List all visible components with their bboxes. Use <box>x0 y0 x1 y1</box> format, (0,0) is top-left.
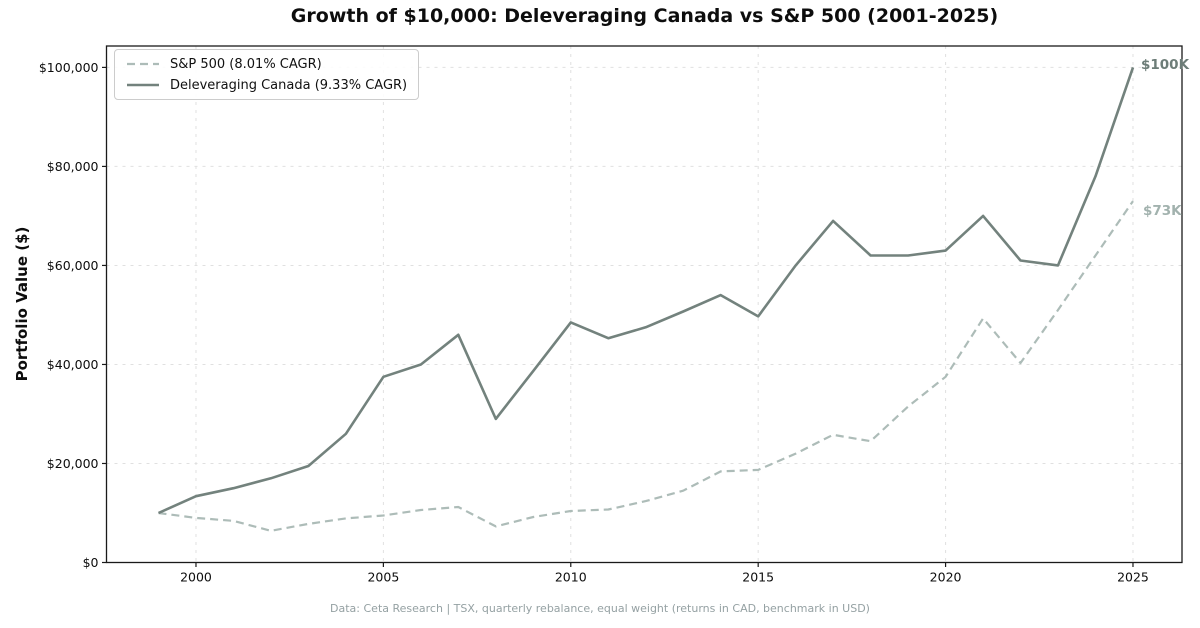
y-tick-label: $0 <box>83 555 99 570</box>
legend-item-sp500: S&P 500 (8.01% CAGR) <box>126 56 407 72</box>
y-axis-label: Portfolio Value ($) <box>13 226 31 382</box>
legend-item-deleveraging-canada: Deleveraging Canada (9.33% CAGR) <box>126 77 407 93</box>
y-tick-label: $20,000 <box>47 456 99 471</box>
sp500-dashed-line-sample <box>127 62 159 66</box>
legend-label-deleveraging-canada: Deleveraging Canada (9.33% CAGR) <box>170 77 408 93</box>
y-tick-label: $100,000 <box>39 60 99 75</box>
legend: S&P 500 (8.01% CAGR) Deleveraging Canada… <box>114 49 420 100</box>
end-value-label-sp500: $73K <box>1143 203 1182 219</box>
plot-border <box>105 45 1183 564</box>
end-value-label-deleveraging-canada: $100K <box>1141 57 1190 73</box>
x-tick-label: 2015 <box>742 570 774 585</box>
data-source-caption: Data: Ceta Research | TSX, quarterly reb… <box>330 602 870 615</box>
series-line-sp500 <box>158 200 1134 532</box>
x-tick-label: 2000 <box>180 570 212 585</box>
x-tick-label: 2020 <box>930 570 962 585</box>
y-tick-label: $40,000 <box>47 357 99 372</box>
x-tick-label: 2005 <box>367 570 399 585</box>
y-tick-label: $60,000 <box>47 258 99 273</box>
x-tick-label: 2025 <box>1117 570 1149 585</box>
deleveraging-canada-solid-line-sample <box>127 83 159 87</box>
y-tick-label: $80,000 <box>47 159 99 174</box>
chart-title: Growth of $10,000: Deleveraging Canada v… <box>290 5 999 27</box>
x-tick-label: 2010 <box>555 570 587 585</box>
series-line-deleveraging-canada <box>157 66 1135 515</box>
legend-label-sp500: S&P 500 (8.01% CAGR) <box>170 56 322 72</box>
